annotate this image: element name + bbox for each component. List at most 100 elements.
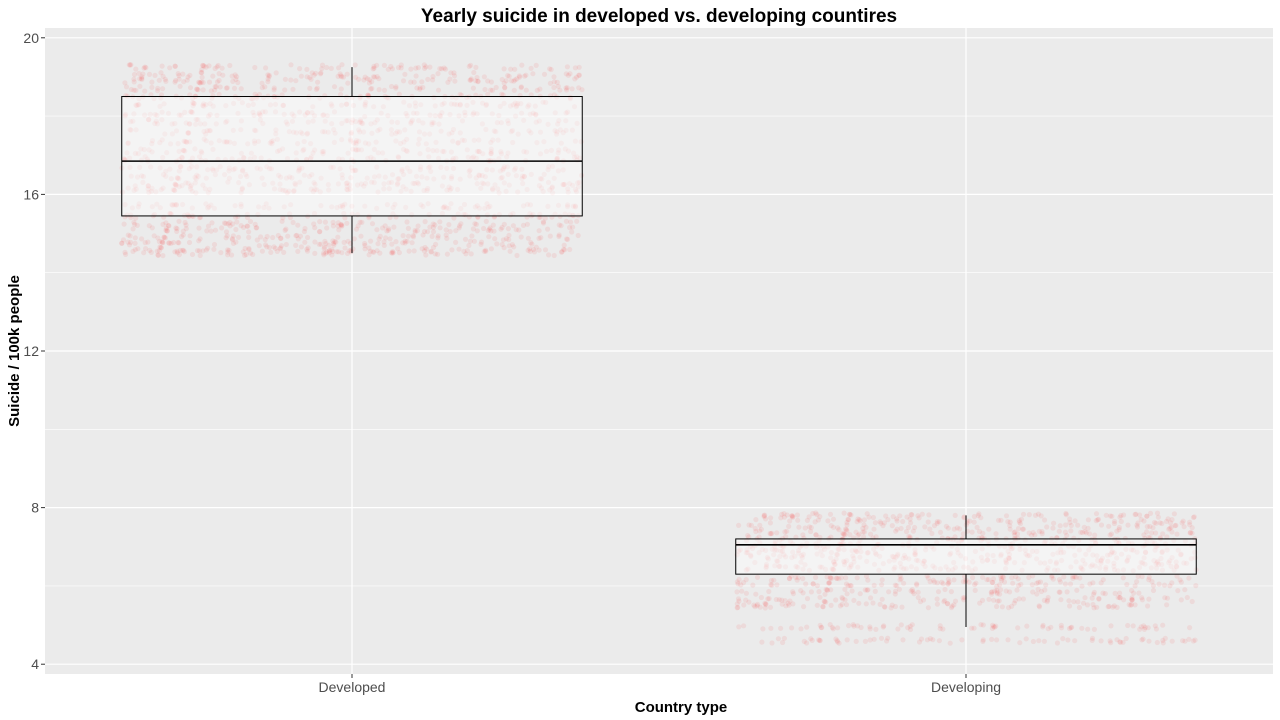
data-point — [449, 174, 455, 180]
data-point — [343, 118, 349, 124]
data-point — [129, 205, 135, 211]
data-point — [418, 102, 424, 108]
data-point — [377, 233, 383, 239]
data-point — [197, 80, 203, 86]
data-point — [235, 110, 241, 116]
data-point — [121, 156, 127, 162]
data-point — [195, 117, 201, 123]
data-point — [868, 531, 874, 537]
data-point — [356, 138, 362, 144]
data-point — [302, 239, 308, 245]
data-point — [945, 525, 951, 531]
data-point — [172, 79, 178, 85]
data-point — [521, 117, 527, 123]
data-point — [1069, 624, 1075, 630]
data-point — [153, 118, 159, 124]
data-point — [432, 222, 438, 228]
data-point — [164, 150, 170, 156]
data-point — [218, 250, 224, 256]
data-point — [412, 100, 418, 106]
data-point — [337, 203, 343, 209]
data-point — [207, 128, 213, 134]
data-point — [478, 239, 485, 245]
data-point — [461, 201, 468, 208]
data-point — [548, 66, 554, 73]
data-point — [317, 189, 323, 195]
data-point — [853, 638, 859, 645]
data-point — [441, 100, 447, 106]
data-point — [338, 91, 344, 98]
data-point — [1139, 637, 1145, 643]
data-point — [274, 248, 280, 254]
data-point — [132, 150, 138, 156]
data-point — [1067, 519, 1073, 526]
data-point — [1125, 522, 1131, 528]
data-point — [361, 183, 367, 189]
data-point — [458, 221, 464, 227]
data-point — [1140, 636, 1146, 642]
data-point — [157, 140, 163, 146]
data-point — [514, 102, 520, 108]
data-point — [353, 139, 359, 145]
data-point — [1123, 635, 1129, 642]
data-point — [178, 164, 184, 170]
data-point — [172, 63, 178, 69]
data-point — [344, 186, 350, 192]
data-point — [503, 78, 509, 84]
data-point — [211, 205, 217, 211]
data-point — [1150, 525, 1156, 531]
data-point — [534, 87, 540, 93]
data-point — [345, 238, 351, 244]
data-point — [400, 78, 407, 84]
data-point — [160, 172, 167, 178]
data-point — [1136, 590, 1142, 596]
data-point — [400, 146, 407, 152]
data-point — [447, 76, 453, 82]
data-point — [238, 86, 244, 92]
data-point — [432, 113, 438, 119]
data-point — [1020, 526, 1026, 532]
data-point — [335, 220, 341, 226]
data-point — [503, 236, 509, 242]
data-point — [146, 71, 153, 77]
data-point — [168, 240, 174, 246]
data-point — [222, 172, 228, 178]
data-point — [934, 601, 941, 607]
data-point — [417, 86, 423, 92]
data-point — [350, 246, 356, 252]
data-point — [261, 181, 267, 188]
data-point — [192, 180, 198, 186]
data-point — [140, 179, 146, 185]
data-point — [203, 131, 209, 137]
data-point — [483, 218, 489, 224]
data-point — [468, 76, 474, 82]
data-point — [547, 233, 553, 239]
data-point — [176, 73, 182, 79]
data-point — [430, 229, 437, 235]
data-point — [243, 171, 249, 177]
data-point — [404, 238, 410, 244]
data-point — [1007, 589, 1013, 595]
data-point — [455, 140, 461, 146]
data-point — [1164, 602, 1170, 608]
data-point — [389, 250, 395, 256]
data-point — [408, 188, 414, 194]
data-point — [442, 203, 448, 209]
data-point — [125, 185, 131, 191]
data-point — [571, 104, 578, 110]
data-point — [487, 203, 493, 209]
data-point — [413, 65, 419, 71]
data-point — [299, 165, 305, 171]
data-point — [381, 87, 388, 93]
data-point — [312, 250, 318, 256]
data-point — [331, 240, 337, 246]
data-point — [993, 623, 999, 629]
data-point — [814, 602, 820, 608]
data-point — [910, 589, 916, 595]
data-point — [251, 112, 257, 118]
data-point — [268, 166, 275, 172]
data-point — [537, 151, 544, 157]
data-point — [536, 235, 542, 241]
data-point — [481, 225, 487, 232]
data-point — [753, 517, 759, 523]
